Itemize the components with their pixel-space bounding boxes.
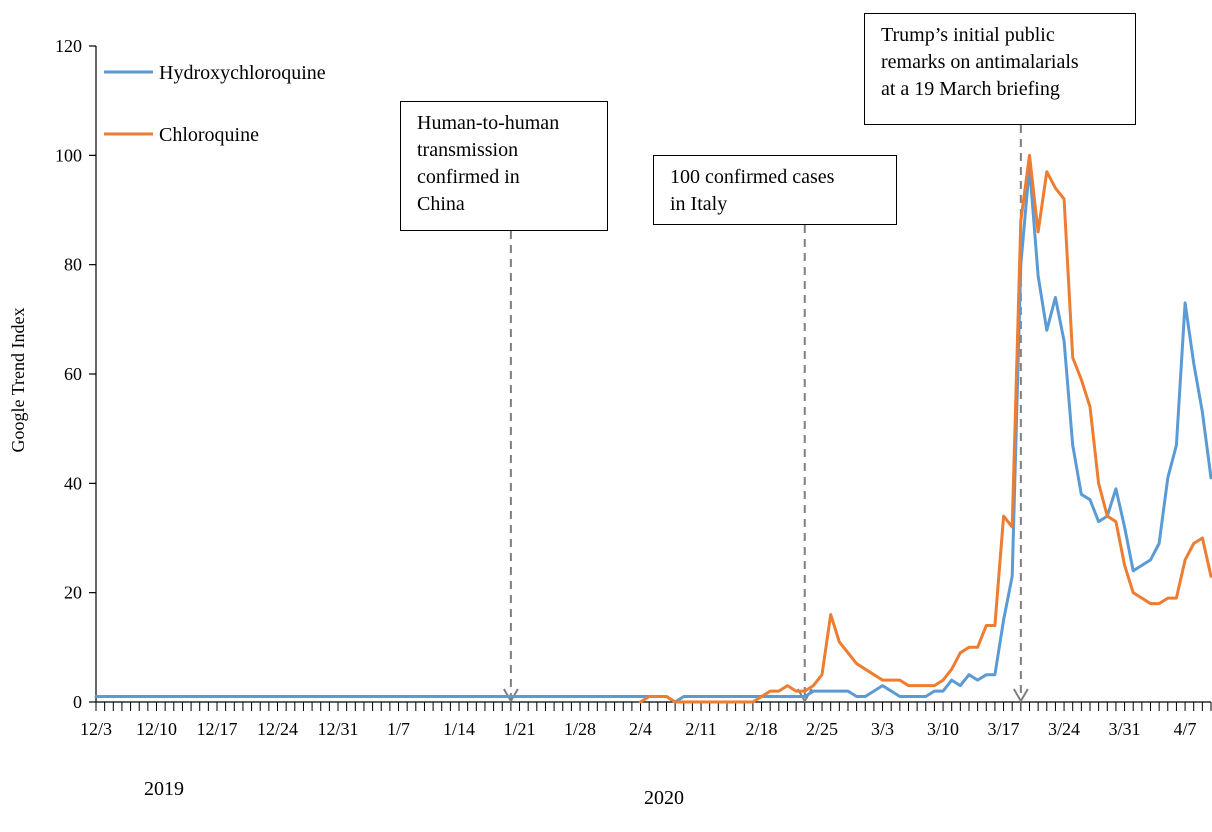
y-tick-label: 120: [55, 36, 82, 56]
x-tick-label: 3/10: [927, 719, 959, 739]
x-tick-label: 1/7: [387, 719, 410, 739]
series-line-hydroxychloroquine: [94, 164, 1212, 704]
x-tick-label: 12/24: [257, 719, 298, 739]
annotation-arrowhead: [1012, 688, 1029, 703]
x-tick-label: 4/7: [1174, 719, 1197, 739]
annotation-arrowhead: [503, 688, 519, 703]
x-tick-label: 2/25: [806, 719, 838, 739]
legend-label-chloroquine: Chloroquine: [159, 124, 259, 146]
legend: Hydroxychloroquine Chloroquine: [104, 62, 326, 146]
annotation-line: at a 19 March briefing: [881, 78, 1060, 100]
series-line-chloroquine: [639, 153, 1212, 704]
y-tick-label: 0: [73, 692, 82, 712]
x-tick-label: 2/4: [629, 719, 652, 739]
x-axis: 12/3 12/10 12/17 12/24 12/31 1/7 1/14 1/21 1/28 2…: [80, 701, 1212, 739]
annotation-box-human-transmission: Human-to-human transmission confirmed in…: [400, 101, 608, 231]
x-tick-label: 12/31: [318, 719, 359, 739]
x-tick-label: 12/17: [196, 719, 237, 739]
annotation-line: Trump’s initial public: [881, 24, 1055, 46]
y-tick-label: 80: [64, 255, 82, 275]
annotation-line: 100 confirmed cases: [670, 166, 835, 188]
x-tick-label: 3/3: [871, 719, 894, 739]
x-tick-label: 2/11: [685, 719, 716, 739]
annotation-line: confirmed in: [417, 166, 520, 188]
x-tick-label: 3/24: [1048, 719, 1080, 739]
x-tick-label: 1/21: [504, 719, 536, 739]
annotation-box-italy-cases: 100 confirmed cases in Italy: [653, 155, 897, 225]
y-tick-label: 100: [55, 145, 82, 165]
y-axis: 0 20 40 60 80 100 120: [55, 36, 97, 712]
x-tick-label: 1/14: [443, 719, 475, 739]
year-label-2020: 2020: [644, 787, 684, 809]
x-tick-label: 3/31: [1109, 719, 1141, 739]
y-axis-title: Google Trend Index: [8, 308, 28, 453]
annotation-line: China: [417, 193, 465, 215]
x-tick-label: 2/18: [746, 719, 778, 739]
annotation-line: in Italy: [670, 193, 728, 215]
annotation-line: remarks on antimalarials: [881, 51, 1079, 73]
year-label-2019: 2019: [144, 778, 184, 800]
y-tick-label: 40: [64, 473, 82, 493]
y-tick-label: 20: [64, 583, 82, 603]
annotation-line: transmission: [417, 139, 519, 161]
x-tick-label: 12/3: [80, 719, 112, 739]
legend-label-hydroxychloroquine: Hydroxychloroquine: [159, 62, 326, 84]
series-lines: [94, 153, 1212, 704]
x-tick-label: 12/10: [136, 719, 177, 739]
y-tick-label: 60: [64, 364, 82, 384]
x-tick-label: 3/17: [988, 719, 1020, 739]
annotation-box-trump-remarks: Trump’s initial public remarks on antima…: [864, 13, 1136, 125]
annotation-line: Human-to-human: [417, 112, 560, 134]
x-tick-label: 1/28: [564, 719, 596, 739]
